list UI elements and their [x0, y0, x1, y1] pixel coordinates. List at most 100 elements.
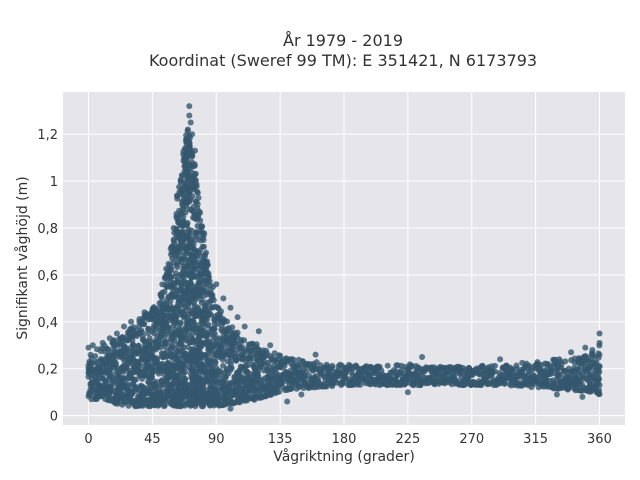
data-point — [596, 363, 603, 370]
points-layer — [85, 103, 603, 412]
x-tick-label: 45 — [144, 432, 161, 447]
x-tick-label: 360 — [587, 432, 612, 447]
data-point — [404, 389, 411, 396]
data-point — [200, 385, 207, 391]
data-point — [244, 362, 251, 369]
data-point — [172, 320, 179, 327]
data-point — [184, 220, 191, 226]
data-point — [461, 381, 468, 388]
data-point — [357, 381, 364, 388]
data-point — [596, 382, 603, 389]
data-point — [277, 352, 284, 359]
data-point — [194, 233, 201, 240]
data-point — [182, 145, 189, 152]
data-point — [182, 209, 189, 216]
data-point — [157, 389, 164, 396]
x-tick-label: 225 — [395, 432, 420, 447]
data-point — [188, 236, 195, 243]
data-point — [198, 224, 205, 231]
data-point — [146, 335, 153, 342]
data-point — [121, 323, 127, 330]
data-point — [161, 288, 168, 295]
data-point — [113, 330, 120, 337]
data-point — [582, 344, 589, 351]
data-point — [197, 209, 204, 216]
data-point — [596, 368, 603, 375]
data-point — [183, 166, 190, 173]
data-point — [497, 356, 504, 363]
data-point — [187, 119, 194, 126]
y-tick-label: 0,2 — [37, 363, 58, 378]
data-point — [284, 398, 291, 405]
data-point — [172, 270, 179, 277]
data-point — [213, 281, 220, 288]
data-point — [173, 210, 180, 217]
data-point — [142, 314, 149, 321]
data-point — [210, 297, 217, 304]
data-point — [113, 360, 119, 367]
y-tick-label: 1,2 — [37, 128, 58, 143]
tick-layer: 0 45 90 135 180 225 270 315 360 0 0,2 0,4 0,6 0,8 1 1,2 — [37, 128, 612, 447]
data-point — [408, 363, 415, 370]
data-point — [186, 112, 193, 119]
data-point — [579, 393, 586, 400]
data-point — [184, 126, 191, 133]
data-point — [181, 364, 188, 371]
data-point — [589, 347, 596, 353]
data-point — [205, 321, 212, 328]
data-point — [182, 369, 189, 376]
data-point — [180, 228, 187, 235]
data-point — [272, 357, 279, 364]
data-point — [198, 297, 205, 304]
data-point — [156, 300, 163, 307]
data-point — [312, 351, 319, 358]
x-tick-label: 0 — [84, 432, 92, 447]
data-point — [180, 344, 187, 351]
data-point — [218, 308, 224, 315]
x-tick-label: 315 — [523, 432, 548, 447]
data-point — [513, 362, 520, 369]
data-point — [85, 344, 92, 351]
data-point — [276, 388, 283, 395]
x-tick-label: 135 — [268, 432, 293, 447]
data-point — [174, 264, 181, 271]
data-point — [210, 325, 217, 332]
data-point — [195, 194, 202, 201]
data-point — [204, 316, 211, 323]
data-point — [228, 357, 234, 364]
data-point — [200, 243, 207, 250]
data-point — [167, 267, 174, 274]
data-point — [190, 318, 197, 325]
data-point — [384, 362, 391, 369]
data-point — [140, 321, 147, 328]
data-point — [267, 342, 274, 349]
data-point — [132, 376, 139, 383]
x-tick-label: 90 — [208, 432, 225, 447]
data-point — [557, 371, 564, 378]
data-point — [155, 402, 162, 409]
data-point — [191, 161, 198, 168]
data-point — [125, 381, 132, 388]
data-point — [255, 328, 262, 335]
data-point — [192, 147, 198, 154]
data-point — [189, 193, 196, 200]
data-point — [193, 183, 200, 190]
data-point — [593, 389, 600, 396]
data-point — [329, 362, 336, 369]
data-point — [234, 314, 241, 321]
data-point — [219, 356, 226, 363]
data-point — [217, 345, 224, 352]
data-point — [492, 362, 498, 369]
data-point — [146, 341, 153, 348]
x-tick-label: 270 — [459, 432, 484, 447]
data-point — [189, 131, 196, 138]
data-point — [596, 376, 603, 383]
data-point — [106, 335, 113, 342]
data-point — [197, 217, 204, 224]
data-point — [568, 349, 575, 356]
x-tick-label: 180 — [332, 432, 357, 447]
data-point — [165, 311, 172, 318]
data-point — [102, 378, 109, 385]
y-tick-label: 0,6 — [37, 269, 58, 284]
data-point — [553, 391, 560, 398]
